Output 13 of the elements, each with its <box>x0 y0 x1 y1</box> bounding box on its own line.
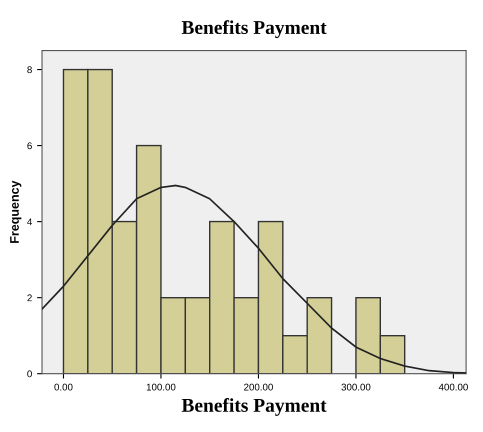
y-axis-title: Frequency <box>10 180 22 243</box>
y-tick-label: 0 <box>27 370 32 378</box>
y-tick-label: 2 <box>27 294 32 302</box>
x-axis-title: Benefits Payment <box>182 398 327 416</box>
x-tick-label: 300.00 <box>341 384 370 391</box>
y-tick-label: 6 <box>27 142 32 150</box>
x-tick-label: 400.00 <box>438 384 468 391</box>
y-tick-label: 4 <box>27 218 32 226</box>
chart-title: Benefits Payment <box>182 20 327 38</box>
x-tick-label: 200.00 <box>244 384 273 391</box>
x-tick-label: 0.00 <box>54 384 73 391</box>
y-tick-label: 8 <box>27 66 32 74</box>
x-tick-label: 100.00 <box>146 384 176 391</box>
